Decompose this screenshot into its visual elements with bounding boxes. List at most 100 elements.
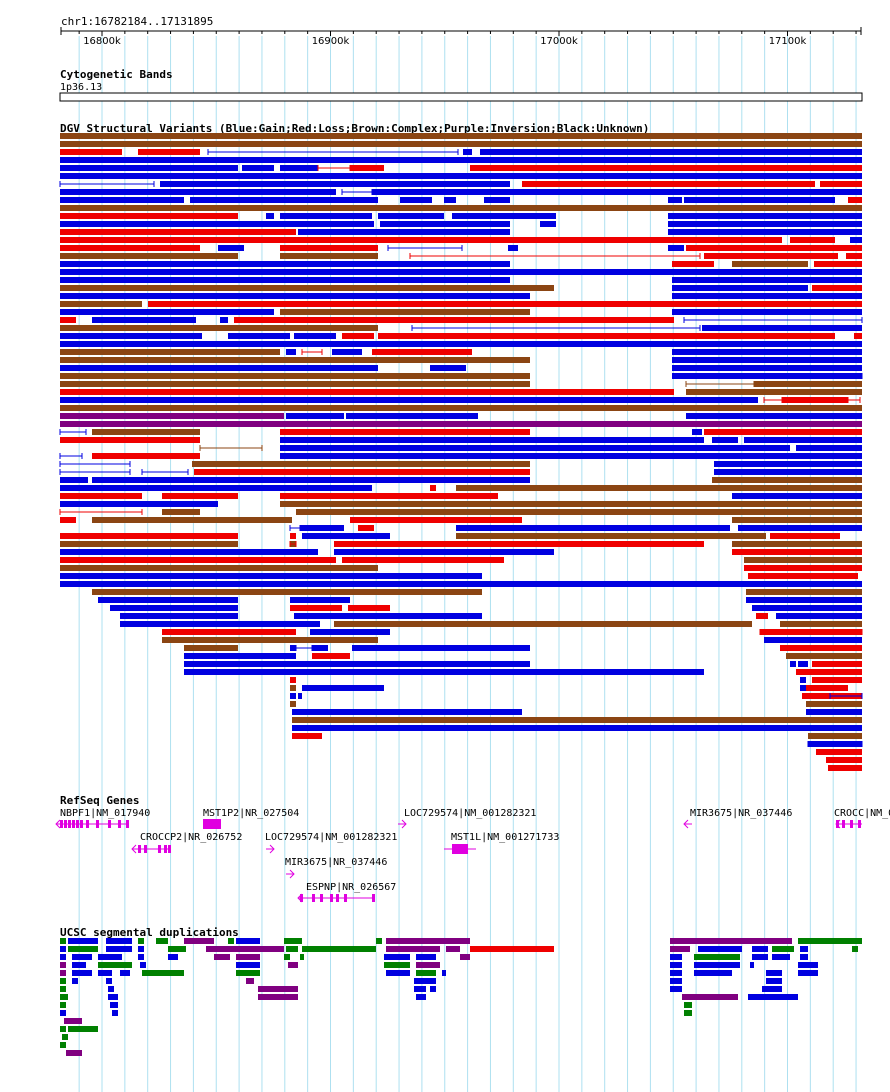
gene-exon[interactable]: [144, 845, 147, 853]
dgv-variant-bar[interactable]: [346, 413, 478, 419]
dgv-variant-bar[interactable]: [294, 613, 482, 619]
dgv-variant-bar[interactable]: [60, 261, 510, 267]
dgv-variant-bar[interactable]: [800, 685, 806, 691]
dgv-variant-bar[interactable]: [300, 525, 344, 531]
segdup-bar[interactable]: [138, 938, 144, 944]
dgv-variant-bar[interactable]: [806, 701, 862, 707]
dgv-variant-bar[interactable]: [60, 269, 862, 275]
segdup-bar[interactable]: [670, 978, 682, 984]
segdup-bar[interactable]: [800, 946, 808, 952]
segdup-bar[interactable]: [236, 938, 260, 944]
dgv-variant-bar[interactable]: [60, 309, 274, 315]
segdup-bar[interactable]: [68, 946, 98, 952]
dgv-variant-bar[interactable]: [400, 197, 432, 203]
segdup-bar[interactable]: [300, 954, 304, 960]
dgv-variant-bar[interactable]: [60, 205, 862, 211]
dgv-variant-bar[interactable]: [452, 213, 556, 219]
dgv-variant-bar[interactable]: [686, 389, 862, 395]
dgv-variant-bar[interactable]: [298, 229, 510, 235]
dgv-variant-bar[interactable]: [790, 237, 835, 243]
dgv-variant-bar[interactable]: [302, 533, 390, 539]
dgv-variant-bar[interactable]: [60, 141, 862, 147]
dgv-variant-bar[interactable]: [672, 365, 862, 371]
gene-exon[interactable]: [60, 820, 63, 828]
segdup-bar[interactable]: [798, 938, 862, 944]
dgv-variant-bar[interactable]: [60, 397, 758, 403]
dgv-variant-bar[interactable]: [732, 549, 862, 555]
dgv-variant-bar[interactable]: [854, 333, 862, 339]
segdup-bar[interactable]: [142, 970, 184, 976]
segdup-bar[interactable]: [60, 1002, 66, 1008]
dgv-variant-bar[interactable]: [290, 645, 296, 651]
dgv-variant-bar[interactable]: [60, 541, 238, 547]
dgv-variant-bar[interactable]: [820, 181, 862, 187]
dgv-variant-bar[interactable]: [702, 325, 862, 331]
segdup-bar[interactable]: [284, 938, 302, 944]
dgv-variant-bar[interactable]: [60, 349, 280, 355]
dgv-variant-bar[interactable]: [672, 309, 862, 315]
gene-exon[interactable]: [138, 845, 141, 853]
segdup-bar[interactable]: [670, 938, 792, 944]
dgv-variant-bar[interactable]: [290, 693, 296, 699]
dgv-variant-bar[interactable]: [668, 197, 682, 203]
gene-exon[interactable]: [330, 894, 333, 902]
dgv-variant-bar[interactable]: [60, 405, 862, 411]
dgv-variant-bar[interactable]: [348, 605, 390, 611]
dgv-variant-bar[interactable]: [60, 293, 530, 299]
dgv-variant-bar[interactable]: [456, 533, 766, 539]
segdup-bar[interactable]: [670, 946, 690, 952]
dgv-variant-bar[interactable]: [292, 725, 862, 731]
dgv-variant-bar[interactable]: [814, 261, 862, 267]
dgv-variant-bar[interactable]: [744, 557, 862, 563]
dgv-variant-bar[interactable]: [60, 557, 336, 563]
dgv-variant-bar[interactable]: [290, 533, 296, 539]
dgv-variant-bar[interactable]: [184, 653, 296, 659]
dgv-variant-bar[interactable]: [352, 645, 530, 651]
gene-exon[interactable]: [858, 820, 861, 828]
dgv-variant-bar[interactable]: [290, 605, 342, 611]
dgv-variant-bar[interactable]: [290, 685, 296, 691]
segdup-bar[interactable]: [168, 946, 186, 952]
dgv-variant-bar[interactable]: [800, 677, 806, 683]
gene-exon[interactable]: [108, 820, 111, 828]
dgv-variant-bar[interactable]: [60, 381, 530, 387]
segdup-bar[interactable]: [106, 938, 132, 944]
segdup-bar[interactable]: [386, 946, 440, 952]
dgv-variant-bar[interactable]: [744, 565, 862, 571]
dgv-variant-bar[interactable]: [692, 429, 702, 435]
dgv-variant-bar[interactable]: [60, 581, 862, 587]
dgv-variant-bar[interactable]: [334, 621, 752, 627]
gene-exon[interactable]: [850, 820, 853, 828]
segdup-track[interactable]: UCSC segmental duplications: [60, 926, 862, 1056]
dgv-variant-bar[interactable]: [484, 197, 510, 203]
gene-exon-block[interactable]: [452, 844, 468, 854]
dgv-variant-bar[interactable]: [60, 573, 482, 579]
dgv-variant-bar[interactable]: [786, 653, 862, 659]
segdup-bar[interactable]: [106, 978, 112, 984]
dgv-variant-bar[interactable]: [672, 285, 808, 291]
dgv-variant-bar[interactable]: [228, 333, 290, 339]
dgv-variant-bar[interactable]: [756, 613, 768, 619]
dgv-variant-bar[interactable]: [764, 637, 862, 643]
dgv-variant-bar[interactable]: [148, 301, 862, 307]
dgv-variant-bar[interactable]: [280, 453, 862, 459]
dgv-variant-bar[interactable]: [704, 253, 838, 259]
dgv-variant-bar[interactable]: [302, 685, 384, 691]
gene-exon[interactable]: [320, 894, 323, 902]
dgv-variant-bar[interactable]: [60, 173, 862, 179]
dgv-variant-bar[interactable]: [60, 149, 122, 155]
dgv-variant-bar[interactable]: [280, 445, 790, 451]
segdup-bar[interactable]: [112, 1010, 118, 1016]
segdup-bar[interactable]: [694, 954, 740, 960]
segdup-bar[interactable]: [772, 946, 794, 952]
dgv-variant-bar[interactable]: [754, 381, 862, 387]
dgv-variant-bar[interactable]: [218, 245, 244, 251]
dgv-variant-bar[interactable]: [732, 541, 862, 547]
segdup-bar[interactable]: [798, 962, 818, 968]
segdup-bar[interactable]: [414, 986, 426, 992]
segdup-bar[interactable]: [670, 986, 682, 992]
gene-exon[interactable]: [86, 820, 89, 828]
dgv-variant-bar[interactable]: [806, 709, 862, 715]
dgv-variant-bar[interactable]: [776, 613, 862, 619]
segdup-bar[interactable]: [852, 946, 858, 952]
